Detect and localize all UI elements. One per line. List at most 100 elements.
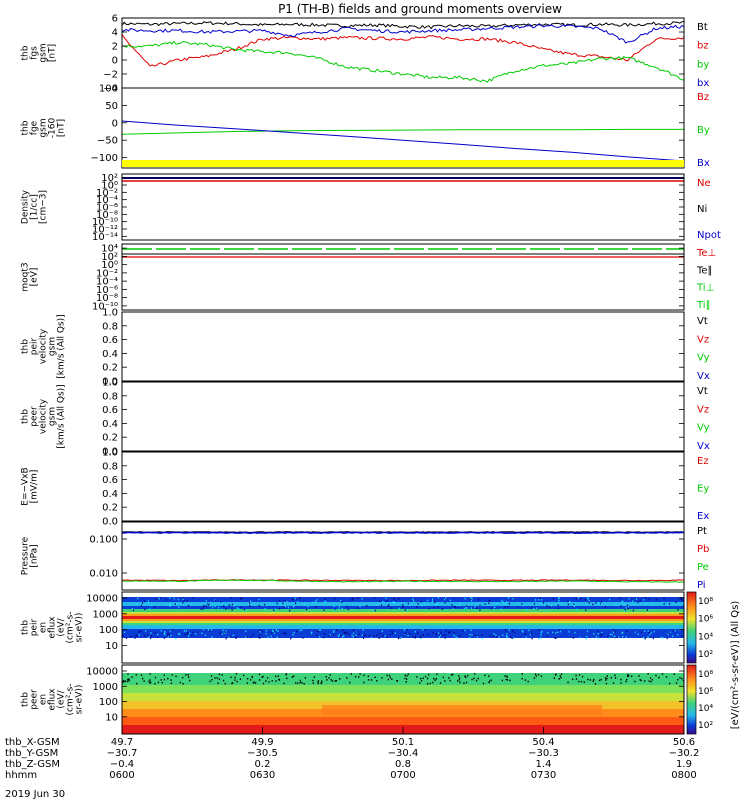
spectrogram-speckle [459, 634, 461, 637]
spectrogram-speckle [283, 632, 285, 635]
spectrogram-speckle [156, 633, 159, 636]
panel-3: Density [1/cc] [cm−3]10²10⁰10⁻²10⁻⁴10⁻⁶10⁻… [21, 173, 721, 243]
spectrogram-speckle [192, 597, 194, 599]
y-tick-label: 1.0 [102, 378, 118, 389]
x-axis-labels: thb_X-GSM 49.7 49.9 50.1 50.4 50.6 thb_Y-GSM −3… [5, 727, 699, 781]
spectrogram-speckle [600, 633, 603, 635]
spectrogram-speckle [407, 673, 409, 676]
spectrogram-speckle [679, 676, 681, 679]
spectrogram-speckle [445, 630, 447, 632]
spectrogram-speckle [225, 604, 227, 607]
spectrogram-speckle [210, 629, 212, 631]
panel-plot-area [122, 597, 684, 640]
spectrogram-speckle [579, 598, 582, 600]
spectrogram-speckle [568, 601, 571, 603]
spectrogram-speckle [620, 605, 622, 607]
spectrogram-speckle [284, 632, 286, 635]
spectrogram-speckle [546, 605, 548, 607]
spectrogram-speckle [352, 629, 355, 631]
spectrogram-speckle [200, 608, 202, 610]
spectrogram-speckle [586, 635, 588, 638]
legend-Te⊥: Te⊥ [696, 248, 716, 259]
spectrogram-speckle [477, 598, 480, 601]
spectrogram-speckle [600, 600, 603, 603]
spectrogram-speckle [614, 631, 616, 633]
y-label-line: E=−VxB [21, 467, 31, 505]
spectrogram-speckle [517, 604, 519, 606]
spectrogram-speckle [273, 632, 276, 635]
spectrogram-speckle [407, 602, 409, 605]
spectrogram-speckle [426, 682, 429, 685]
spectrogram-speckle [195, 632, 197, 635]
spectrogram-speckle [628, 675, 630, 677]
spectrogram-speckle [182, 682, 184, 685]
y-label-line: fge [30, 120, 40, 135]
legend-Bt: Bt [697, 22, 708, 33]
series-line-bz [122, 34, 684, 67]
spectrogram-speckle [490, 679, 492, 681]
spectrogram-speckle [324, 632, 326, 635]
spectrogram-speckle [277, 630, 279, 633]
spectrogram-speckle [438, 636, 440, 638]
spectrogram-speckle [169, 629, 171, 631]
spectrogram-speckle [424, 675, 427, 678]
spectrogram-speckle [531, 637, 533, 640]
spectrogram-speckle [433, 677, 435, 680]
spectrogram-speckle [380, 604, 383, 607]
y-label-line: [nT] [57, 119, 67, 137]
spectrogram-speckle [403, 629, 406, 631]
y-label-line: [km/s (All Qs)] [57, 384, 67, 448]
spectrogram-speckle [550, 604, 552, 607]
x-axis-value: 50.4 [532, 737, 554, 748]
x-axis-value: 50.1 [392, 737, 414, 748]
spectrogram-speckle [183, 629, 186, 632]
spectrogram-speckle [295, 682, 297, 684]
spectrogram-speckle [471, 634, 473, 636]
spectrogram-speckle [495, 634, 497, 636]
spectrogram-speckle [230, 597, 232, 599]
spectrogram-speckle [390, 607, 392, 609]
spectrogram-speckle [554, 637, 556, 639]
y-tick-label: −4 [103, 84, 118, 95]
spectrogram-speckle [681, 599, 684, 602]
spectrogram-speckle [495, 636, 497, 638]
y-tick-label: 1000 [93, 609, 118, 620]
spectrogram-speckle [366, 604, 368, 607]
spectrogram-speckle [170, 682, 173, 685]
spectrogram-speckle [507, 636, 509, 638]
spectrogram-speckle [184, 633, 186, 636]
colorbar-tick: 10² [698, 650, 713, 660]
legend-Ex: Ex [697, 511, 709, 522]
spectrogram-speckle [627, 607, 629, 610]
spectrogram-speckle [506, 601, 508, 603]
spectrogram-speckle [296, 601, 299, 603]
legend-Vz: Vz [697, 334, 709, 345]
spectrogram-speckle [382, 634, 384, 637]
spectrogram-speckle [624, 608, 626, 611]
spectrogram-speckle [222, 679, 225, 682]
spectrogram-speckle [437, 606, 439, 608]
panel-2: thb fge gsm -160 [nT] 100 50 0 −50 −100 Bz By Bx [21, 84, 710, 170]
y-tick-label: 10⁰ [101, 181, 118, 192]
spectrogram-speckle [423, 604, 425, 606]
legend-Vt: Vt [697, 386, 708, 397]
spectrogram-speckle [391, 630, 393, 633]
spectrogram-speckle [208, 604, 210, 606]
spectrogram-speckle [251, 676, 253, 679]
spectrogram-speckle [555, 632, 557, 634]
spectrogram-speckle [218, 678, 221, 681]
series-line-Bt [122, 20, 684, 30]
spectrogram-speckle [169, 605, 171, 607]
spectrogram-speckle [614, 674, 616, 677]
spectrogram-speckle [594, 682, 597, 685]
spectrogram-speckle [328, 634, 330, 637]
spectrogram-speckle [307, 605, 309, 608]
spectrogram-speckle [469, 637, 471, 639]
spectrogram-speckle [140, 604, 143, 607]
spectrogram-speckle [558, 599, 560, 602]
spectrogram-speckle [479, 604, 481, 607]
plot-title: P1 (TH-B) fields and ground moments over… [278, 2, 562, 16]
spectrogram-speckle [161, 681, 163, 684]
spectrogram-speckle [470, 599, 473, 602]
spectrogram-speckle [559, 630, 562, 633]
